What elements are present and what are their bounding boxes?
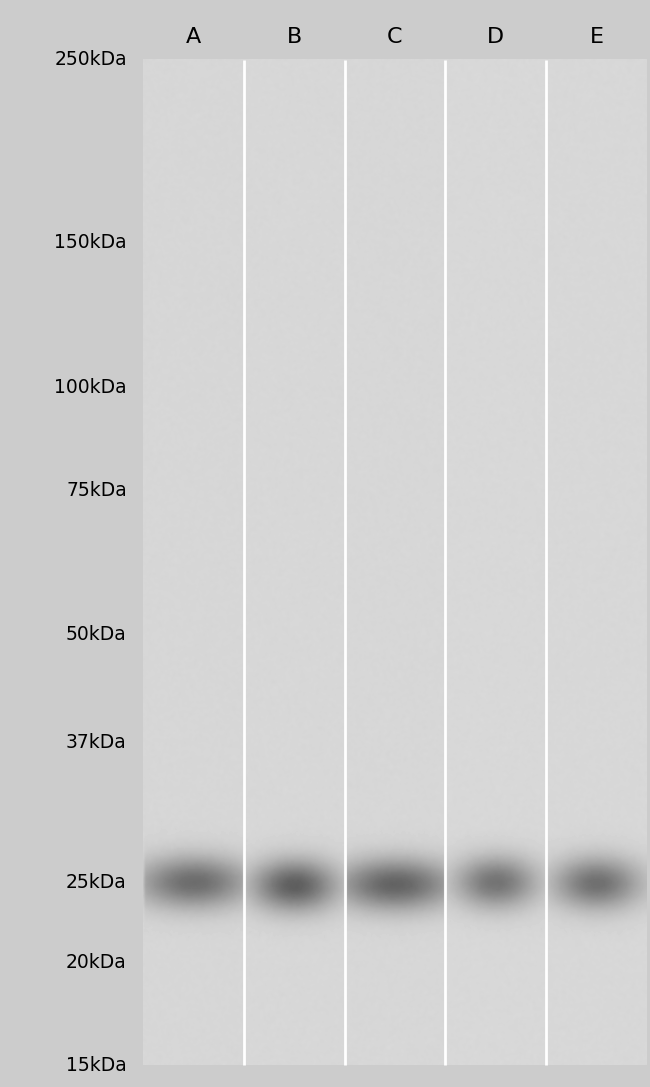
Text: 50kDa: 50kDa (66, 625, 127, 645)
Text: E: E (590, 27, 603, 47)
Text: 15kDa: 15kDa (66, 1055, 127, 1075)
Text: 37kDa: 37kDa (66, 733, 127, 752)
Text: 75kDa: 75kDa (66, 480, 127, 500)
Text: D: D (487, 27, 504, 47)
Text: 250kDa: 250kDa (54, 50, 127, 70)
Text: A: A (186, 27, 201, 47)
Text: 100kDa: 100kDa (54, 378, 127, 397)
Text: B: B (287, 27, 302, 47)
Text: 25kDa: 25kDa (66, 873, 127, 892)
Text: C: C (387, 27, 402, 47)
Text: 150kDa: 150kDa (54, 233, 127, 252)
Text: 20kDa: 20kDa (66, 953, 127, 972)
